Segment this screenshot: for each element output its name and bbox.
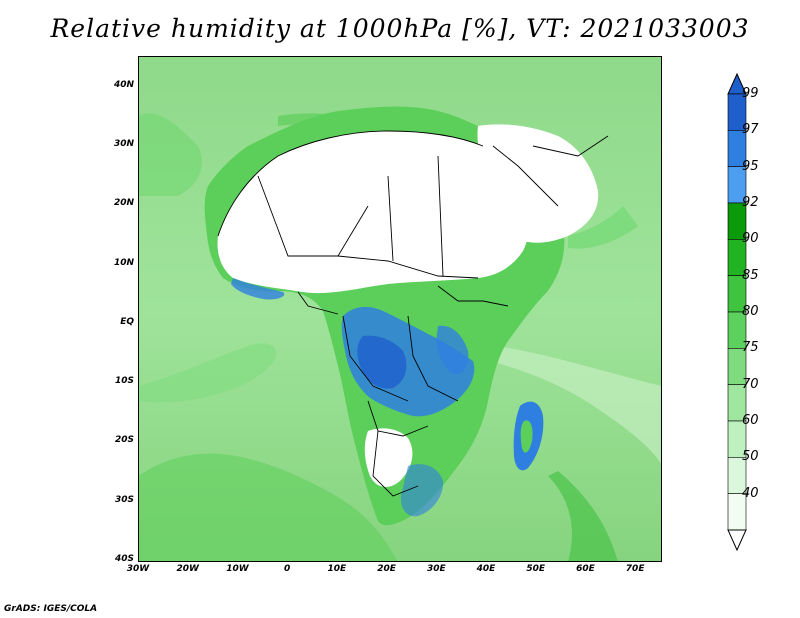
legend-level-label: 85	[742, 267, 759, 283]
legend-level-label: 60	[742, 413, 759, 428]
lat-tick-label: 20N	[113, 198, 134, 209]
map-canvas	[138, 56, 662, 562]
lat-tick-label: 40S	[114, 554, 134, 564]
southern-moist	[400, 464, 444, 517]
legend-level-label: 90	[742, 231, 759, 247]
ocean-dry-band	[468, 346, 662, 466]
legend-level-label: 50	[742, 449, 759, 465]
legend-bottom-triangle	[727, 529, 747, 552]
legend-level-label: 97	[742, 122, 759, 138]
lon-tick-label: 60E	[576, 564, 595, 574]
lon-tick-label: 20W	[176, 564, 199, 574]
lon-tick-label: 20E	[377, 564, 396, 574]
lat-tick-label: 20S	[114, 435, 134, 446]
arabia-moist-edge	[568, 206, 638, 249]
ocean-moist-band	[138, 453, 398, 562]
lat-tick-label: 30S	[114, 494, 134, 505]
lon-tick-label: 10E	[327, 564, 347, 574]
legend-level-label: 80	[742, 304, 759, 319]
congo-wet-inner	[357, 335, 407, 389]
lat-tick-label: 30N	[113, 138, 134, 149]
humidity-map	[138, 56, 662, 562]
lon-tick-label: 50E	[526, 564, 546, 574]
lat-tick-label: EQ	[120, 316, 134, 327]
madagascar-inner	[520, 420, 533, 453]
color-legend	[727, 72, 747, 552]
lon-tick-label: 0	[284, 564, 291, 574]
mediterranean-strip	[278, 113, 368, 126]
legend-level-label: 99	[742, 86, 759, 101]
map-title: Relative humidity at 1000hPa [%], VT: 20…	[50, 14, 750, 43]
lat-tick-label: 40N	[113, 79, 134, 90]
lon-tick-label: 30W	[126, 564, 150, 574]
lat-tick-label: 10S	[114, 376, 134, 387]
credit-label: GrADS: IGES/COLA	[4, 604, 98, 614]
east-africa-wet	[436, 325, 469, 375]
sahara-dry	[217, 131, 530, 294]
legend-level-label: 75	[742, 340, 759, 356]
ocean-moist-band-2	[138, 343, 277, 403]
country-borders	[217, 130, 609, 497]
map-frame	[138, 56, 662, 562]
legend-level-label: 70	[742, 376, 759, 392]
lon-tick-label: 30E	[426, 564, 446, 574]
lon-tick-label: 40E	[476, 564, 496, 574]
legend-level-label: 40	[742, 485, 759, 501]
lon-tick-label: 10W	[226, 564, 249, 574]
ocean-moist-band-3	[138, 113, 202, 196]
congo-wet	[341, 306, 475, 417]
legend-level-label: 95	[742, 158, 759, 174]
legend-level-label: 92	[742, 195, 759, 210]
west-coast-wet	[231, 278, 285, 300]
lat-tick-label: 10N	[113, 257, 134, 268]
ocean-moist-band-4	[548, 471, 618, 562]
lon-tick-label: 70E	[625, 564, 645, 574]
